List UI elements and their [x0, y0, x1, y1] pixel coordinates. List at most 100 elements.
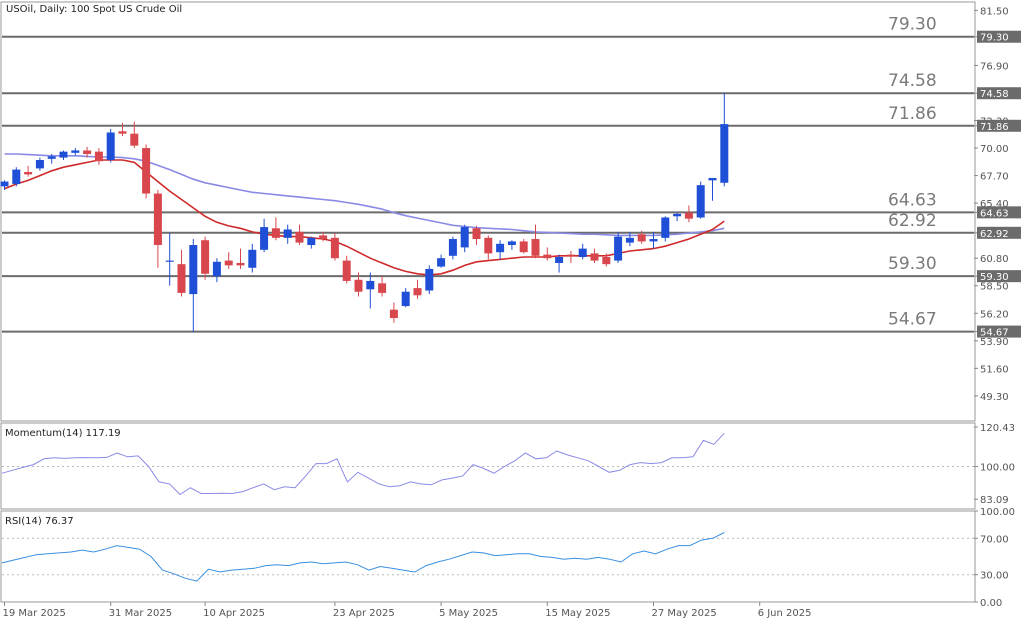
time-tick-label: 19 Mar 2025: [3, 608, 66, 619]
level-label: 54.67: [888, 310, 937, 330]
candle-body: [401, 291, 410, 307]
candle: [342, 255, 351, 284]
candle: [130, 121, 139, 149]
axis-tick-label: 70.00: [980, 534, 1009, 545]
candle: [378, 276, 387, 297]
time-tick-label: 27 May 2025: [652, 608, 717, 619]
candle-body: [342, 260, 351, 281]
candle-body: [708, 177, 717, 181]
axis-tick-label: 70.00: [980, 144, 1009, 155]
candle-body: [590, 253, 599, 261]
candle: [236, 248, 245, 269]
candle: [708, 177, 717, 201]
rsi-pane[interactable]: 100.00 70.00 30.00 0.00 RSI(14) 76.37: [0, 507, 1015, 609]
candle-body: [684, 212, 693, 219]
candle: [319, 231, 328, 242]
candle: [47, 154, 56, 164]
axis-tick-label: 51.60: [980, 364, 1009, 375]
candle-body: [531, 239, 540, 256]
candle: [578, 243, 587, 260]
axis-tick-label: 30.00: [980, 571, 1009, 582]
candle: [625, 231, 634, 247]
candle-body: [165, 260, 174, 262]
price-pane-frame: [0, 1, 976, 422]
candle-body: [283, 229, 292, 238]
level-price-tag: [977, 87, 1021, 100]
time-tick-label: 5 May 2025: [439, 608, 498, 619]
candle-body: [142, 148, 151, 194]
candle-body: [212, 261, 221, 277]
candle: [248, 243, 257, 273]
candle: [118, 122, 127, 137]
candle-body: [661, 217, 670, 238]
candle: [212, 258, 221, 283]
candle-body: [94, 151, 103, 162]
axis-tick-label: 49.30: [980, 392, 1009, 403]
candle: [201, 236, 210, 280]
axis-tick-label: 65.40: [980, 199, 1009, 210]
axis-tick-label: 64.63: [980, 208, 1009, 219]
candle: [271, 217, 280, 241]
candle-body: [12, 169, 21, 184]
candle: [307, 236, 316, 249]
candle-body: [448, 239, 457, 256]
candle-body: [201, 240, 210, 274]
candle-body: [614, 236, 623, 261]
candle: [602, 253, 611, 267]
candle-body: [366, 280, 375, 290]
candlesticks: [0, 92, 729, 333]
candle-body: [47, 156, 56, 159]
candle-body: [673, 213, 682, 217]
candle: [637, 230, 646, 244]
candle: [496, 240, 505, 260]
candle: [94, 148, 103, 165]
rsi-line: [1, 532, 725, 582]
candle: [484, 235, 493, 260]
rsi-guides: [2, 537, 974, 576]
candle: [366, 272, 375, 309]
moving-averages: [4, 153, 725, 276]
candle-body: [177, 264, 186, 293]
level-price-tag: [977, 270, 1021, 283]
candle: [189, 239, 198, 333]
candle: [330, 233, 339, 261]
candle-body: [389, 309, 398, 319]
level-label: 79.30: [888, 15, 937, 35]
level-price-tag: [977, 119, 1021, 132]
candle-body: [248, 249, 257, 268]
candle-body: [602, 256, 611, 265]
candle: [531, 224, 540, 259]
candle: [106, 128, 115, 163]
candle: [649, 231, 658, 249]
candle-body: [271, 228, 280, 238]
candle-body: [720, 124, 729, 183]
candle: [460, 224, 469, 253]
time-tick-label: 15 May 2025: [545, 608, 610, 619]
axis-tick-label: 60.80: [980, 254, 1009, 265]
candle-body: [696, 185, 705, 218]
axis-tick-label: 58.50: [980, 282, 1009, 293]
axis-tick-label: 59.30: [980, 272, 1009, 283]
candle: [555, 254, 564, 273]
axis-tick-label: 62.92: [980, 229, 1009, 240]
momentum-pane[interactable]: 120.43 100.00 83.09 Momentum(14) 117.19: [0, 422, 1015, 510]
candle-body: [83, 150, 92, 155]
candle-body: [637, 234, 646, 242]
candle: [437, 254, 446, 268]
level-price-tag: [977, 226, 1021, 239]
candle: [142, 144, 151, 199]
candle-body: [519, 241, 528, 253]
candle-body: [59, 151, 68, 158]
chart-title: USOil, Daily: 100 Spot US Crude Oil: [6, 4, 182, 15]
axis-tick-label: 76.90: [980, 61, 1009, 72]
candle: [425, 265, 434, 295]
rsi-series: [1, 532, 725, 582]
candle: [283, 224, 292, 244]
candle: [35, 157, 44, 171]
candle-body: [307, 237, 316, 246]
level-price-tag: [977, 206, 1021, 219]
